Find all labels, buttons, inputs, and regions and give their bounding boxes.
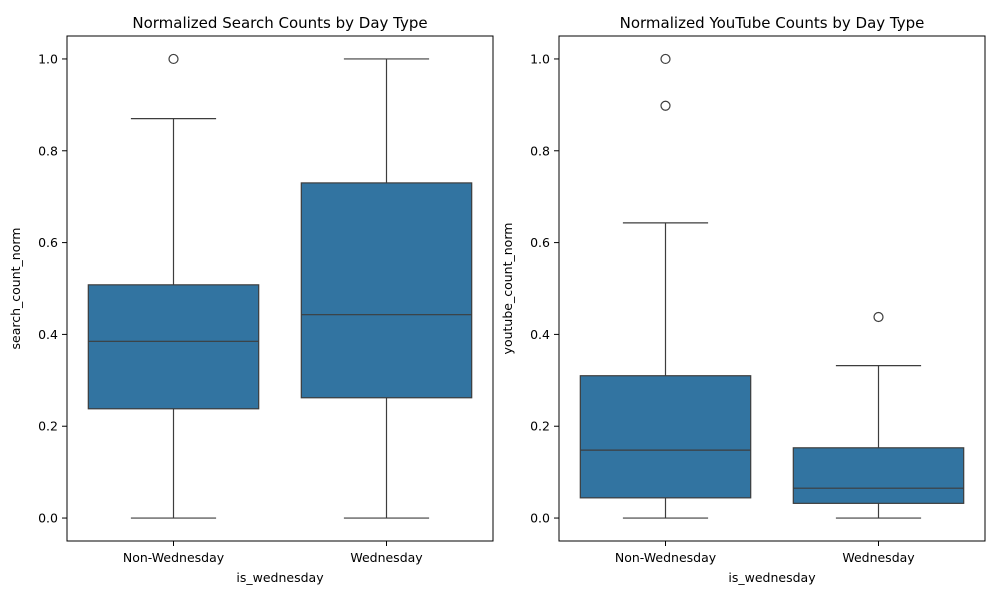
panel-youtube-counts: 0.0 0.2 0.4 0.6 0.8 1.0 Non-Wednesday Wednesday… (500, 14, 986, 585)
x-tick-label: Non-Wednesday (615, 550, 717, 565)
y-tick-label: 1.0 (530, 51, 550, 66)
chart-title: Normalized YouTube Counts by Day Type (620, 14, 925, 32)
y-tick-label: 0.2 (530, 419, 550, 434)
box-0 (579, 53, 752, 519)
y-tick-label: 0.6 (38, 235, 58, 250)
iqr-box (300, 182, 473, 399)
y-tick-label: 0.0 (38, 511, 58, 526)
chart-title: Normalized Search Counts by Day Type (132, 14, 427, 32)
box-1 (792, 311, 965, 519)
outlier-point (873, 311, 884, 323)
y-axis-label: search_count_norm (8, 228, 23, 350)
box-0 (87, 53, 260, 519)
x-tick-label: Wednesday (350, 550, 423, 565)
iqr-box (87, 284, 260, 410)
y-axis-label: youtube_count_norm (500, 223, 515, 355)
outlier-point (660, 53, 671, 65)
outlier-point (660, 100, 671, 111)
y-tick-label: 0.4 (530, 327, 550, 342)
y-tick-label: 0.2 (38, 419, 58, 434)
x-axis-label: is_wednesday (236, 570, 324, 585)
outlier-point (168, 53, 179, 65)
y-tick-label: 0.6 (530, 235, 550, 250)
y-tick-label: 0.8 (530, 143, 550, 158)
y-tick-label: 0.0 (530, 511, 550, 526)
y-tick-label: 1.0 (38, 51, 58, 66)
y-tick-label: 0.8 (38, 143, 58, 158)
iqr-box (792, 447, 965, 504)
axes-frame (66, 35, 494, 542)
y-tick-label: 0.4 (38, 327, 58, 342)
x-axis-label: is_wednesday (728, 570, 816, 585)
axes-frame (558, 35, 986, 542)
box-1 (300, 58, 473, 519)
iqr-box (579, 375, 752, 499)
panel-search-counts: 0.0 0.2 0.4 0.6 0.8 1.0 Non-Wednesday Wednesday… (8, 14, 494, 585)
x-tick-label: Non-Wednesday (123, 550, 225, 565)
x-tick-label: Wednesday (842, 550, 915, 565)
